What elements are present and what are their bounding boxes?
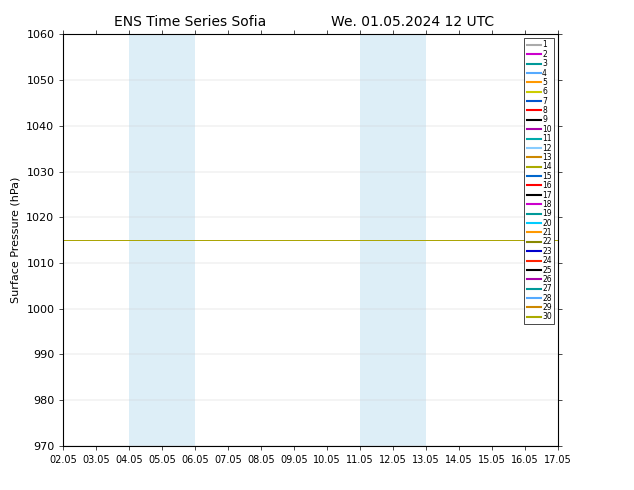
Text: ENS Time Series Sofia: ENS Time Series Sofia	[114, 15, 266, 29]
Legend: 1, 2, 3, 4, 5, 6, 7, 8, 9, 10, 11, 12, 13, 14, 15, 16, 17, 18, 19, 20, 21, 22, 2: 1, 2, 3, 4, 5, 6, 7, 8, 9, 10, 11, 12, 1…	[524, 38, 554, 324]
Text: We. 01.05.2024 12 UTC: We. 01.05.2024 12 UTC	[330, 15, 494, 29]
Bar	[360, 34, 426, 446]
Y-axis label: Surface Pressure (hPa): Surface Pressure (hPa)	[11, 177, 21, 303]
Bar	[129, 34, 195, 446]
